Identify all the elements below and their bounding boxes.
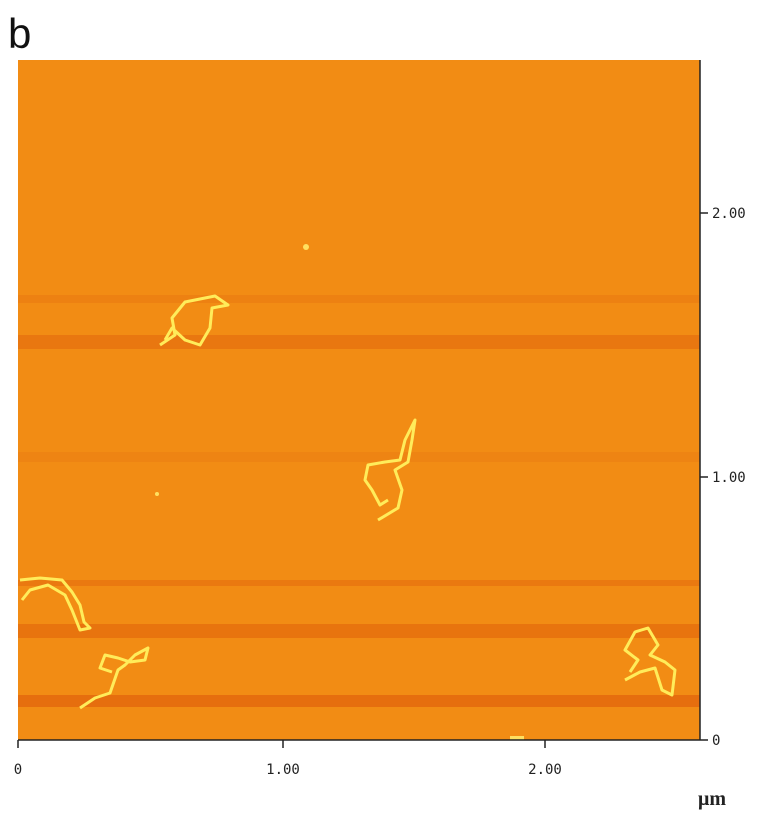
x-tick-label: 0 [14, 762, 22, 778]
x-axis-unit: μm [698, 788, 726, 810]
y-tick-label: 0 [712, 733, 720, 749]
y-tick-label: 2.00 [712, 206, 746, 222]
afm-image [18, 60, 700, 740]
axes [17, 60, 708, 748]
x-tick-label: 2.00 [528, 762, 562, 778]
y-tick-label: 1.00 [712, 470, 746, 486]
panel-label: b [8, 10, 31, 57]
x-tick-label: 1.00 [266, 762, 300, 778]
